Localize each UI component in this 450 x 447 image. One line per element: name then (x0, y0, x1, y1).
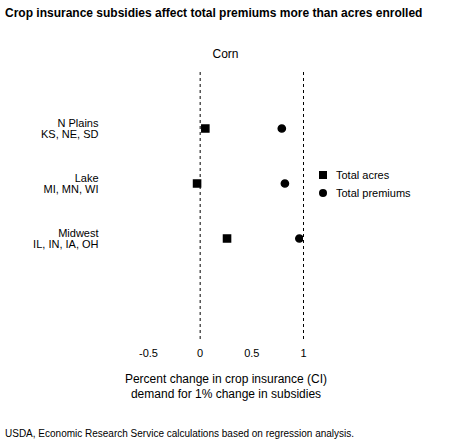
svg-text:LakeMI, MN, WI: LakeMI, MN, WI (44, 172, 99, 195)
svg-text:0.5: 0.5 (244, 347, 259, 359)
svg-text:0: 0 (197, 347, 203, 359)
html-text:Crop insurance subsidies affec: Crop insurance subsidies affect total pr… (5, 6, 423, 20)
svg-text:N PlainsKS, NE, SD: N PlainsKS, NE, SD (41, 117, 99, 140)
html-text:Total acres: Total acres (336, 169, 390, 181)
html-text:Corn: Corn (212, 47, 239, 61)
svg-text:MidwestIL, IN, IA, OH: MidwestIL, IN, IA, OH (33, 227, 98, 250)
html-text:Total premiums: Total premiums (336, 187, 411, 199)
html-text:USDA, Economic Research Servic: USDA, Economic Research Service calculat… (5, 428, 355, 439)
html-text:Percent change in crop insuran: Percent change in crop insurance (CI) de… (124, 372, 327, 401)
svg-text:1: 1 (300, 347, 306, 359)
svg-text:-0.5: -0.5 (139, 347, 158, 359)
